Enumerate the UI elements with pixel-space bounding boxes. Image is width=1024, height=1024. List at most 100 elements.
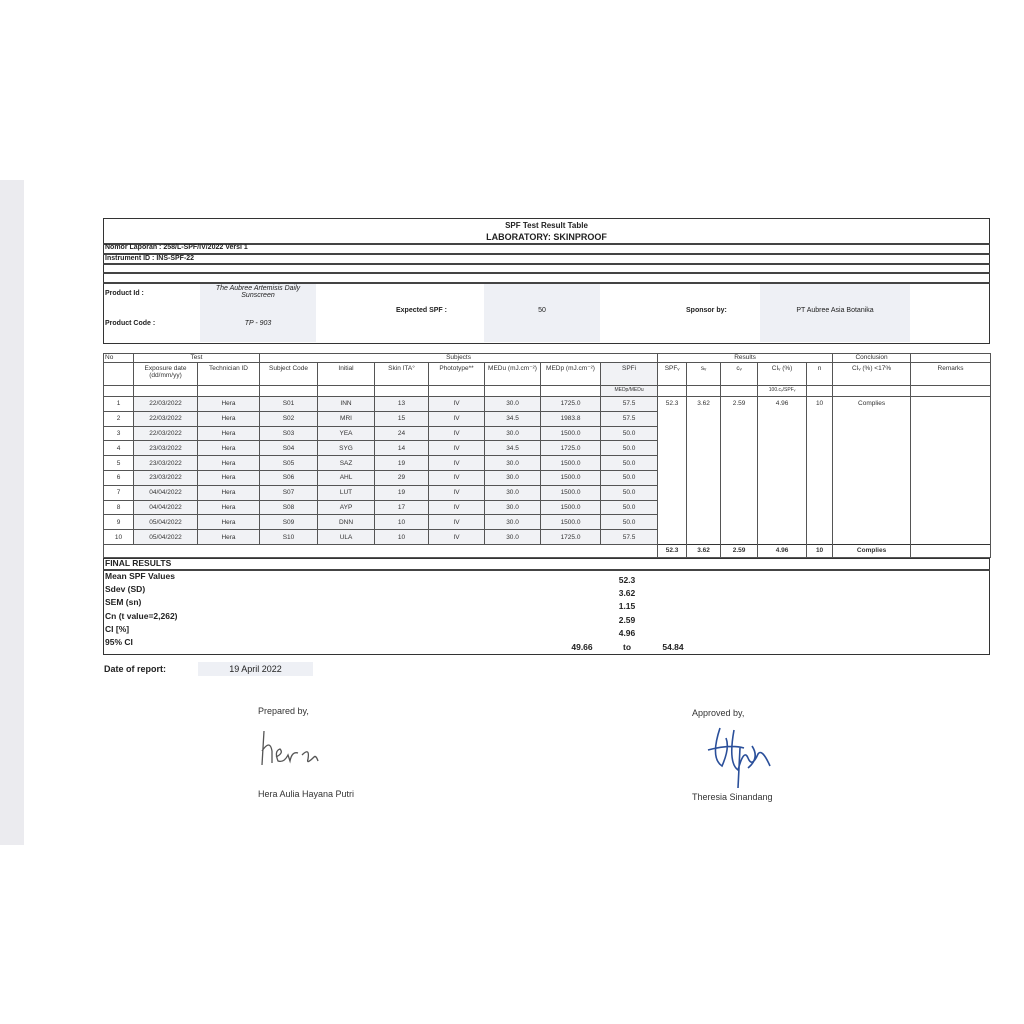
prepared-signature: hera: [258, 725, 328, 783]
cell-exposure-date: 22/03/2022: [133, 410, 198, 427]
cell-medp: 1725.0: [540, 396, 602, 412]
result-civ: 4.96: [757, 396, 808, 545]
table-row: 5 23/03/2022 Hera S05 SAZ 19 IV 30.0 1500.0 50.0: [103, 455, 991, 471]
table-row: 10 05/04/2022 Hera S10 ULA 10 IV 30.0 1725.0 57.5: [103, 529, 991, 545]
table-row: 2 22/03/2022 Hera S02 MRI 15 IV 34.5 1983.8 57.5: [103, 410, 991, 427]
group-test: Test: [132, 353, 261, 363]
cell-medp: 1500.0: [540, 514, 602, 531]
cell-technician-id: Hera: [196, 469, 261, 486]
cell-skin-ita: 29: [374, 469, 430, 486]
cell-no: 1: [103, 396, 134, 412]
cell-phototype: IV: [428, 455, 486, 471]
result-cv: 2.59: [720, 396, 759, 545]
cell-spfi: 57.5: [600, 410, 659, 427]
cell-no: 4: [103, 440, 134, 457]
cell-initial: AYP: [317, 499, 376, 516]
final-value: 1.15: [618, 601, 636, 612]
civ-formula: 100.cᵥ/SPFᵥ: [757, 385, 808, 397]
final-results-title: FINAL RESULTS: [105, 558, 172, 568]
cell-medp: 1500.0: [540, 469, 602, 486]
cell-subject-code: S05: [259, 455, 319, 471]
product-values-bg: [200, 284, 316, 342]
cell-technician-id: Hera: [196, 484, 261, 501]
cell-exposure-date: 23/03/2022: [133, 440, 198, 457]
product-id-label: Product Id :: [105, 290, 144, 297]
scan-edge: [0, 180, 24, 845]
cell-subject-code: S04: [259, 440, 319, 457]
cell-no: 9: [103, 514, 134, 531]
cell-spfi: 50.0: [600, 469, 659, 486]
col-phototype: Phototype**: [428, 362, 486, 386]
total-conclusion-criterion: Complies: [832, 543, 912, 558]
cell-medp: 1500.0: [540, 484, 602, 501]
cell-spfi: 57.5: [600, 529, 659, 545]
expected-spf-label: Expected SPF :: [396, 307, 447, 314]
instrument-id: Instrument ID : INS-SPF-22: [105, 255, 195, 262]
table-row: 8 04/04/2022 Hera S08 AYP 17 IV 30.0 1500.0 50.0: [103, 499, 991, 516]
result-remarks: [910, 396, 992, 545]
report-number: Nomor Laporan : 258/L-SPF/IV/2022 Versi …: [105, 244, 248, 251]
result-sv: 3.62: [686, 396, 722, 545]
cell-spfi: 50.0: [600, 455, 659, 471]
report-date-label: Date of report:: [104, 664, 167, 674]
cell-phototype: IV: [428, 396, 486, 412]
cell-technician-id: Hera: [196, 410, 261, 427]
result-conclusion-criterion: Complies: [832, 396, 912, 545]
cell-phototype: IV: [428, 499, 486, 516]
cell-skin-ita: 14: [374, 440, 430, 457]
cell-medu: 30.0: [484, 396, 542, 412]
cell-spfi: 50.0: [600, 484, 659, 501]
total-remarks: [910, 543, 992, 558]
handwritten-signature-hera: [261, 730, 319, 766]
table-row: 1 22/03/2022 Hera S01 INN 13 IV 30.0 1725.0 57.5 5…: [103, 396, 992, 545]
cell-skin-ita: 17: [374, 499, 430, 516]
ci95-to: to: [622, 642, 632, 652]
cell-technician-id: Hera: [196, 425, 261, 442]
total-sv: 3.62: [686, 543, 722, 558]
col-subject-code: Subject Code: [259, 362, 319, 386]
total-civ: 4.96: [757, 543, 808, 558]
cell-medu: 30.0: [484, 499, 542, 516]
cell-no: 10: [103, 529, 134, 545]
cell-no: 7: [103, 484, 134, 501]
cell-spfi: 50.0: [600, 514, 659, 531]
cell-medu: 34.5: [484, 440, 542, 457]
expected-spf-value: 50: [538, 307, 546, 314]
cell-subject-code: S02: [259, 410, 319, 427]
group-conclusion: Conclusion: [832, 353, 912, 363]
cell-initial: YEA: [317, 425, 376, 442]
table-row: 9 05/04/2022 Hera S09 DNN 10 IV 30.0 1500.0 50.0: [103, 514, 991, 531]
cell-technician-id: Hera: [196, 455, 261, 471]
cell-subject-code: S07: [259, 484, 319, 501]
cell-skin-ita: 15: [374, 410, 430, 427]
cell-subject-code: S06: [259, 469, 319, 486]
col-medu: MEDu (mJ.cm⁻²): [484, 362, 542, 386]
blank: [103, 362, 134, 386]
cell-subject-code: S01: [259, 396, 319, 412]
total-cv: 2.59: [720, 543, 759, 558]
cell-phototype: IV: [428, 410, 486, 427]
cell-exposure-date: 22/03/2022: [133, 396, 198, 412]
cell-medu: 30.0: [484, 455, 542, 471]
col-technician-id: Technician ID: [196, 362, 261, 386]
final-value: 4.96: [618, 627, 636, 638]
cell-initial: SAZ: [317, 455, 376, 471]
cell-subject-code: S03: [259, 425, 319, 442]
cell-no: 8: [103, 499, 134, 516]
cell-medp: 1500.0: [540, 499, 602, 516]
cell-skin-ita: 19: [374, 455, 430, 471]
cell-initial: SYG: [317, 440, 376, 457]
prepared-by-label: Prepared by,: [258, 706, 309, 716]
total-spfv: 52.3: [657, 543, 688, 558]
approved-by-label: Approved by,: [692, 708, 745, 718]
cell-skin-ita: 10: [374, 514, 430, 531]
final-label: Cn (t value=2,262): [105, 610, 178, 621]
spfi-formula: MEDp/MEDu: [600, 385, 659, 397]
col-initial: Initial: [317, 362, 376, 386]
group-subjects: Subjects: [259, 353, 659, 363]
final-label: SEM (sn): [105, 597, 142, 608]
prepared-by-name: Hera Aulia Hayana Putri: [258, 789, 355, 799]
cell-initial: AHL: [317, 469, 376, 486]
cell-medp: 1725.0: [540, 440, 602, 457]
cell-phototype: IV: [428, 529, 486, 545]
